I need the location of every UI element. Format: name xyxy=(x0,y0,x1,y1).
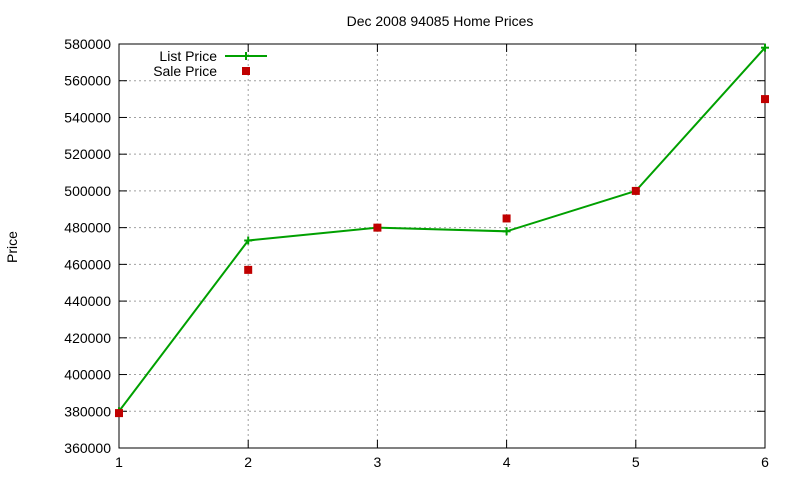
plot-frame xyxy=(118,43,766,449)
legend-plus-icon xyxy=(242,52,250,60)
series-line-list-price xyxy=(118,47,766,412)
point-list-price xyxy=(502,227,511,236)
y-tick-label: 580000 xyxy=(64,36,111,52)
x-tick-label: 2 xyxy=(244,454,252,470)
y-tick-label: 520000 xyxy=(64,146,111,162)
y-tick-label: 420000 xyxy=(64,330,111,346)
point-list-price xyxy=(244,236,253,245)
x-tick-label: 5 xyxy=(632,454,640,470)
legend-marker-sale-price xyxy=(242,67,250,75)
legend-label-sale-price: Sale Price xyxy=(153,63,217,79)
point-sale-price xyxy=(244,265,253,274)
point-sale-price xyxy=(115,409,123,418)
y-tick-label: 360000 xyxy=(64,440,111,456)
axis-ticks: 360000 380000 400000 420000 440000 460000 4800… xyxy=(64,36,769,470)
y-tick-label: 500000 xyxy=(64,183,111,199)
x-tick-label: 3 xyxy=(374,454,382,470)
x-tick-label: 4 xyxy=(503,454,511,470)
legend: List Price Sale Price xyxy=(153,48,267,79)
y-tick-label: 480000 xyxy=(64,220,111,236)
y-tick-label: 440000 xyxy=(64,293,111,309)
point-sale-price xyxy=(761,95,769,104)
point-sale-price xyxy=(373,223,382,232)
y-tick-label: 560000 xyxy=(64,73,111,89)
y-tick-label: 400000 xyxy=(64,367,111,383)
x-tick-label: 6 xyxy=(761,454,769,470)
chart-title: Dec 2008 94085 Home Prices xyxy=(347,13,534,29)
grid-lines xyxy=(119,44,765,448)
y-axis-label: Price xyxy=(4,231,20,263)
x-tick-label: 1 xyxy=(115,454,123,470)
series-layer xyxy=(115,43,769,418)
point-sale-price xyxy=(502,214,511,223)
legend-marker-list-price xyxy=(242,52,250,60)
point-sale-price xyxy=(631,186,640,195)
point-list-price xyxy=(761,43,769,52)
legend-label-list-price: List Price xyxy=(159,48,217,64)
y-tick-label: 540000 xyxy=(64,109,111,125)
y-tick-label: 380000 xyxy=(64,403,111,419)
y-tick-label: 460000 xyxy=(64,256,111,272)
